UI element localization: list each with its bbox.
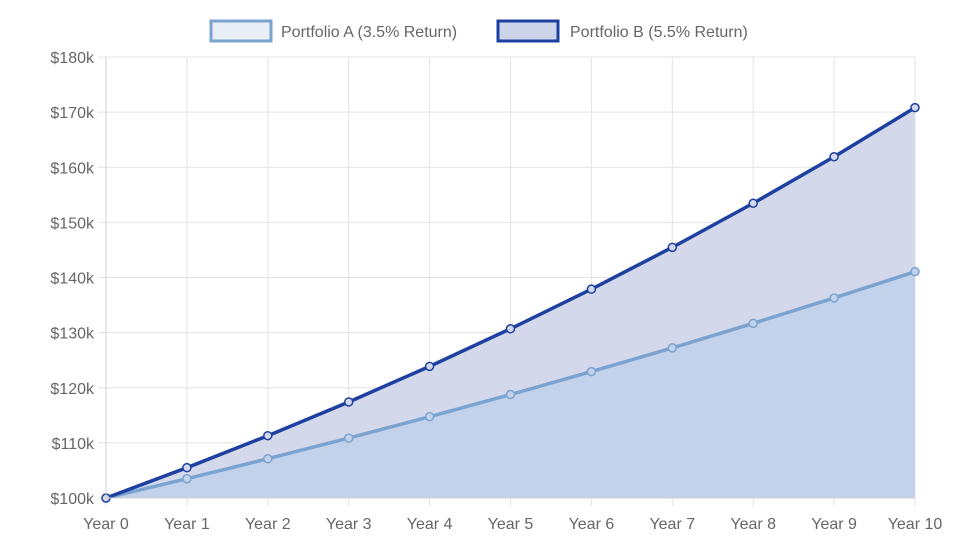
chart-areas <box>106 107 915 499</box>
x-tick-label: Year 7 <box>649 516 695 533</box>
data-point[interactable] <box>182 473 192 484</box>
y-tick-label: $160k <box>50 160 95 177</box>
y-tick-label: $150k <box>50 215 95 232</box>
data-point[interactable] <box>667 343 678 353</box>
y-tick-label: $170k <box>50 105 95 122</box>
x-tick-label: Year 0 <box>83 516 129 533</box>
x-tick-label: Year 3 <box>326 516 372 533</box>
data-point[interactable] <box>586 366 597 377</box>
data-point[interactable] <box>263 430 273 441</box>
data-point[interactable] <box>748 318 758 329</box>
data-point[interactable] <box>505 324 516 334</box>
y-tick-label: $110k <box>52 436 95 453</box>
x-tick-label: Year 6 <box>569 516 615 533</box>
x-tick-label: Year 10 <box>888 516 943 533</box>
data-point[interactable] <box>829 293 839 303</box>
x-tick-label: Year 1 <box>164 516 210 533</box>
y-tick-label: $180k <box>50 50 95 67</box>
data-point[interactable] <box>829 151 839 162</box>
x-tick-label: Year 9 <box>811 516 857 533</box>
data-point[interactable] <box>910 266 920 277</box>
y-tick-label: $120k <box>50 381 95 398</box>
chart-axes: $100k $110k $120k $130k $140k $150k $160k $170k… <box>50 50 942 533</box>
legend-label[interactable]: Portfolio B (5.5% Return) <box>570 24 748 41</box>
y-tick-label: $100k <box>50 491 95 508</box>
legend-swatch[interactable] <box>209 19 273 43</box>
data-point[interactable] <box>182 462 192 473</box>
chart-legend: Portfolio A (3.5% Return) Portfolio B (5.… <box>209 19 748 43</box>
x-tick-label: Year 5 <box>488 516 534 533</box>
x-tick-label: Year 4 <box>407 516 453 533</box>
y-tick-label: $130k <box>50 326 95 343</box>
legend-label[interactable]: Portfolio A (3.5% Return) <box>281 24 457 41</box>
data-point[interactable] <box>910 102 920 113</box>
data-point[interactable] <box>263 453 273 464</box>
data-point[interactable] <box>424 361 435 372</box>
data-point[interactable] <box>424 411 435 422</box>
data-point[interactable] <box>505 389 516 400</box>
data-point[interactable] <box>748 198 758 209</box>
y-tick-label: $140k <box>50 271 95 288</box>
data-point[interactable] <box>586 284 597 294</box>
legend-swatch[interactable] <box>496 19 560 43</box>
data-point[interactable] <box>343 397 354 407</box>
x-tick-label: Year 2 <box>245 516 291 533</box>
series-area-0 <box>106 271 915 498</box>
data-point[interactable] <box>343 433 354 443</box>
x-tick-label: Year 8 <box>730 516 776 533</box>
data-point[interactable] <box>667 242 678 253</box>
